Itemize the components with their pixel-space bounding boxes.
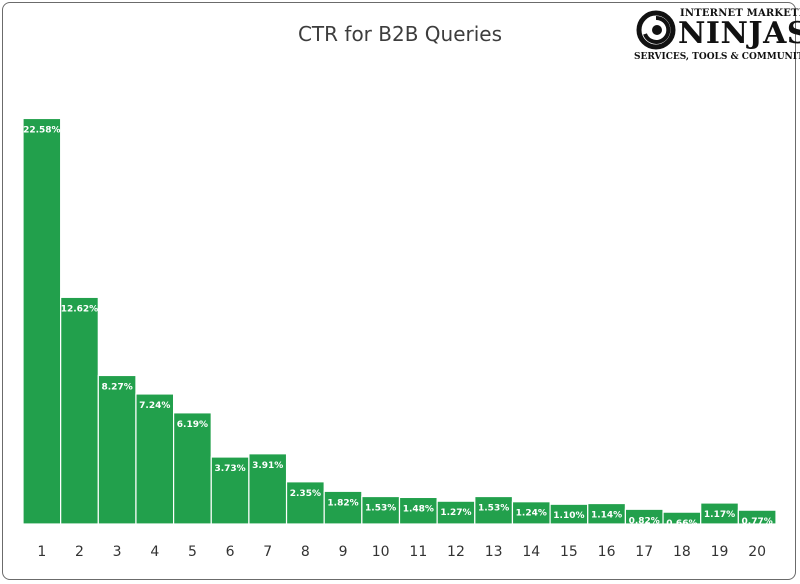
company-logo: INTERNET MARKETING NINJAS SERVICES, TOOL…: [634, 8, 800, 66]
x-tick-1: 1: [37, 544, 46, 560]
chart-title: CTR for B2B Queries: [297, 22, 503, 46]
bar-2: [60, 296, 99, 525]
bar-1: [22, 117, 62, 525]
data-label-11: 1.48%: [403, 504, 434, 514]
bar-8: [285, 481, 325, 525]
data-label-16: 1.14%: [591, 511, 622, 521]
data-label-8: 2.35%: [290, 489, 321, 499]
data-label-2: 12.62%: [61, 304, 99, 314]
data-label-10: 1.53%: [365, 504, 396, 514]
bar-9: [323, 490, 363, 525]
x-tick-16: 16: [598, 544, 616, 560]
swirl-logo-icon: [636, 10, 676, 50]
bar-10: [361, 495, 401, 525]
data-label-15: 1.10%: [553, 511, 584, 521]
data-label-7: 3.91%: [252, 461, 283, 471]
bar-4: [135, 393, 175, 525]
x-tick-14: 14: [522, 544, 540, 560]
data-label-5: 6.19%: [177, 420, 208, 430]
bar-3: [97, 374, 137, 525]
x-tick-3: 3: [113, 544, 122, 560]
data-label-9: 1.82%: [327, 498, 358, 508]
data-label-3: 8.27%: [102, 382, 133, 392]
bar-13: [474, 495, 514, 525]
data-label-13: 1.53%: [478, 504, 509, 514]
x-tick-6: 6: [226, 544, 235, 560]
data-label-18: 0.66%: [666, 519, 697, 529]
data-label-14: 1.24%: [516, 509, 547, 519]
x-tick-15: 15: [560, 544, 578, 560]
data-labels-group: 22.58% 12.62% 8.27% 7.24% 6.19% 3.73% 3.91% 2.3…: [23, 125, 773, 529]
bar-5: [173, 412, 212, 525]
logo-wordmark: NINJAS: [678, 16, 800, 51]
data-label-17: 0.82%: [629, 516, 660, 526]
data-label-4: 7.24%: [139, 401, 170, 411]
x-tick-2: 2: [75, 544, 84, 560]
x-tick-18: 18: [673, 544, 691, 560]
x-tick-7: 7: [263, 544, 272, 560]
bars-group: [22, 117, 777, 525]
data-label-20: 0.77%: [742, 517, 773, 527]
x-tick-10: 10: [372, 544, 390, 560]
x-tick-9: 9: [339, 544, 348, 560]
data-label-1: 22.58%: [23, 125, 61, 135]
data-label-12: 1.27%: [440, 508, 471, 518]
x-tick-labels-group: 1 2 3 4 5 6 7 8 9 10 11 12 13 14 15 16 17 18 19 20: [37, 544, 766, 560]
data-label-19: 1.17%: [704, 510, 735, 520]
bar-11: [398, 496, 438, 525]
data-label-6: 3.73%: [214, 464, 245, 474]
x-tick-5: 5: [188, 544, 197, 560]
logo-tagline-bottom: SERVICES, TOOLS & COMMUNITIES: [634, 52, 800, 62]
x-tick-4: 4: [150, 544, 159, 560]
bar-7: [248, 453, 288, 525]
x-tick-8: 8: [301, 544, 310, 560]
x-tick-19: 19: [711, 544, 729, 560]
x-tick-12: 12: [447, 544, 465, 560]
x-tick-17: 17: [635, 544, 653, 560]
x-tick-20: 20: [748, 544, 766, 560]
x-tick-11: 11: [409, 544, 427, 560]
logo-tagline-top: INTERNET MARKETING: [680, 8, 800, 19]
bar-20: [737, 509, 777, 525]
x-tick-13: 13: [485, 544, 503, 560]
